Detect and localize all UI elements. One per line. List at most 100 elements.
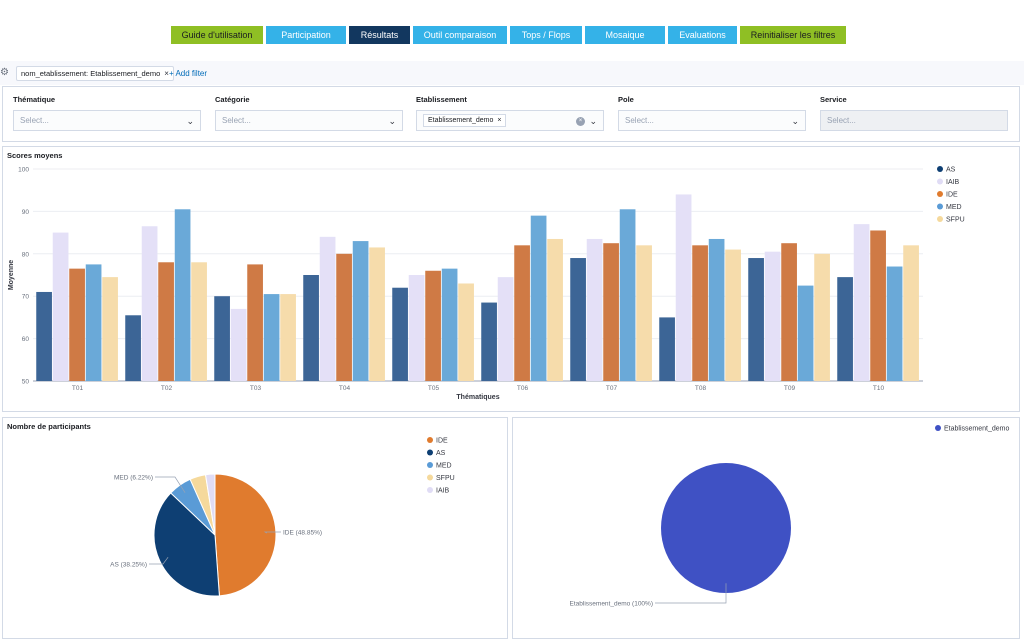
chevron-down-icon[interactable]: ⌄ [388,116,396,126]
bar-ide-t05[interactable] [425,270,441,381]
bar-as-t10[interactable] [837,277,853,381]
bar-med-t07[interactable] [619,209,636,381]
control-select: Select... [820,110,1008,131]
nav-button-mosaique[interactable]: Mosaique [585,26,665,44]
add-filter-link[interactable]: + Add filter [169,69,208,78]
bar-iaib-t06[interactable] [497,277,514,381]
control-select[interactable]: Etablissement_demo × × ⌄ [416,110,604,131]
filter-bar: ⚙ nom_etablissement: Etablissement_demo … [0,61,1024,85]
bar-sfpu-t01[interactable] [102,277,118,381]
close-icon[interactable]: × [164,69,169,78]
control-select[interactable]: Select... ⌄ [13,110,201,131]
bar-ide-t07[interactable] [603,243,619,381]
bar-iaib-t01[interactable] [52,232,69,381]
legend-item-ide[interactable]: IDE [436,438,448,445]
selected-chip[interactable]: Etablissement_demo × [423,114,507,127]
nav-button-guide-d-utilisation[interactable]: Guide d'utilisation [171,26,263,44]
bar-sfpu-t10[interactable] [903,245,919,381]
chevron-down-icon[interactable]: ⌄ [791,116,799,126]
x-tick-label: T06 [517,385,529,392]
nav-button-evaluations[interactable]: Evaluations [668,26,737,44]
bar-ide-t09[interactable] [781,243,797,381]
bar-as-t08[interactable] [659,317,675,381]
legend-item-iaib[interactable]: IAIB [946,179,960,186]
nav-button-reinitialiser-les-filtres[interactable]: Reinitialiser les filtres [740,26,846,44]
legend-item-med[interactable]: MED [436,463,452,470]
pie-slice-as[interactable] [153,492,220,597]
nav-button-tops-flops[interactable]: Tops / Flops [510,26,582,44]
bar-med-t03[interactable] [263,294,280,381]
nav-button-outil-comparaison[interactable]: Outil comparaison [413,26,507,44]
bar-sfpu-t08[interactable] [725,249,741,381]
bar-as-t01[interactable] [36,291,52,381]
legend-item-iaib[interactable]: IAIB [436,488,450,495]
bar-ide-t01[interactable] [69,268,85,381]
bar-med-t04[interactable] [352,241,369,381]
pie-slice-etablissement_demo[interactable] [661,463,791,593]
bar-iaib-t10[interactable] [853,224,870,381]
legend-item-sfpu[interactable]: SFPU [436,475,455,482]
nav-button-r-sultats[interactable]: Résultats [349,26,410,44]
legend-dot-med [427,462,433,468]
bar-ide-t10[interactable] [870,230,886,381]
legend-item-etablissement[interactable]: Etablissement_demo [944,426,1009,433]
bar-ide-t02[interactable] [158,262,174,381]
bar-iaib-t07[interactable] [586,238,603,381]
bar-as-t02[interactable] [125,315,141,381]
legend-item-ide[interactable]: IDE [946,192,958,199]
bar-ide-t08[interactable] [692,245,708,381]
bar-iaib-t05[interactable] [408,275,425,381]
control-select[interactable]: Select... ⌄ [215,110,403,131]
bar-sfpu-t04[interactable] [369,247,385,381]
pie-slice-iaib[interactable] [204,473,216,536]
bar-sfpu-t07[interactable] [636,245,652,381]
pie-slice-ide[interactable] [214,473,277,597]
bar-iaib-t09[interactable] [764,251,781,381]
bar-sfpu-t02[interactable] [191,262,207,381]
gear-icon[interactable]: ⚙ [0,67,9,78]
etablissement-panel: Etablissement_demo (100%) Etablissement_d… [512,417,1020,639]
bar-ide-t06[interactable] [514,245,530,381]
bar-as-t04[interactable] [303,275,319,381]
bar-as-t07[interactable] [570,258,586,381]
bar-med-t05[interactable] [441,268,458,381]
legend-item-as[interactable]: AS [436,450,446,457]
bar-med-t06[interactable] [530,215,547,381]
bar-med-t09[interactable] [797,285,814,381]
bar-med-t10[interactable] [886,266,903,381]
chevron-down-icon[interactable]: ⌄ [589,116,597,126]
legend-dot-ide [427,437,433,443]
bar-sfpu-t03[interactable] [280,294,296,381]
bar-med-t08[interactable] [708,238,725,381]
bar-chart-title: Scores moyens [7,151,63,160]
nav-button-participation[interactable]: Participation [266,26,346,44]
y-tick-label: 90 [22,209,30,216]
bar-sfpu-t06[interactable] [547,238,563,381]
clear-icon[interactable]: × [576,117,585,126]
control-select[interactable]: Select... ⌄ [618,110,806,131]
bar-sfpu-t05[interactable] [458,283,474,381]
filter-pill[interactable]: nom_etablissement: Etablissement_demo × [16,66,174,81]
x-tick-label: T01 [72,385,84,392]
bar-iaib-t04[interactable] [319,236,336,381]
y-tick-label: 50 [22,379,30,386]
bar-iaib-t08[interactable] [675,194,692,381]
chevron-down-icon[interactable]: ⌄ [186,116,194,126]
close-icon[interactable]: × [497,117,502,124]
legend-item-sfpu[interactable]: SFPU [946,217,965,224]
bar-ide-t04[interactable] [336,253,352,381]
select-placeholder: Select... [827,116,856,125]
bar-as-t09[interactable] [748,258,764,381]
bar-as-t05[interactable] [392,287,408,381]
bar-as-t06[interactable] [481,302,497,381]
legend-item-as[interactable]: AS [946,167,956,174]
control-4: Service Select... [820,95,1008,131]
bar-sfpu-t09[interactable] [814,253,830,381]
legend-item-med[interactable]: MED [946,204,962,211]
bar-med-t02[interactable] [174,209,191,381]
bar-ide-t03[interactable] [247,264,263,381]
bar-iaib-t02[interactable] [141,226,158,381]
bar-as-t03[interactable] [214,296,230,381]
bar-med-t01[interactable] [85,264,102,381]
bar-iaib-t03[interactable] [230,308,247,381]
